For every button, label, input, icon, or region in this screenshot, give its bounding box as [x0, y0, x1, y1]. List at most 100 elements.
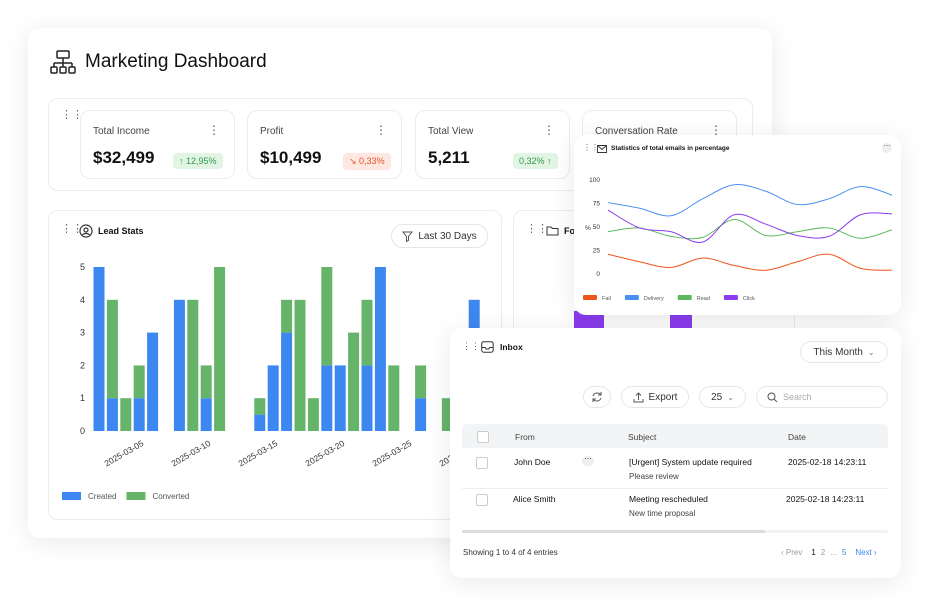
drag-handle[interactable]: ⋮⋮ — [583, 143, 599, 152]
change-text: 0,33% — [359, 156, 385, 166]
bar — [133, 365, 145, 399]
drag-handle[interactable]: ⋮⋮ — [61, 109, 83, 121]
legend-swatch — [126, 492, 146, 500]
next-text: Next — [855, 548, 872, 557]
bar — [388, 365, 400, 431]
stat-value: 5,211 — [428, 148, 470, 167]
legend-label: Converted — [152, 492, 189, 501]
stat-label: Total Income — [93, 126, 150, 137]
change-text: 0,32% — [519, 156, 545, 166]
bar — [361, 299, 373, 366]
page-link[interactable]: 2 — [820, 548, 826, 557]
bar — [281, 332, 293, 431]
bar — [173, 299, 185, 431]
export-button[interactable]: Export — [621, 386, 689, 408]
drag-handle[interactable]: ⋮⋮ — [61, 223, 83, 235]
y-axis-label: % — [585, 225, 591, 232]
stat-label: Profit — [260, 126, 284, 137]
y-tick-label: 5 — [80, 262, 85, 272]
x-tick-label: 2025-03-10 — [170, 438, 213, 469]
search-input[interactable]: Search — [756, 386, 888, 408]
bar — [415, 398, 427, 431]
period-select[interactable]: This Month ⌄ — [800, 341, 888, 363]
bar — [200, 365, 212, 399]
stat-value: $10,499 — [260, 148, 322, 167]
page-size-select[interactable]: 25 ⌄ — [699, 386, 746, 408]
bar — [334, 365, 346, 431]
y-tick-label: 75 — [593, 201, 601, 208]
y-tick-label: 3 — [80, 328, 85, 338]
email-chart: % 0 25 50 75 100 Fail Delivery Read Click — [583, 177, 893, 302]
legend-label: Read — [697, 296, 710, 302]
drag-handle[interactable]: ⋮⋮ — [462, 341, 480, 351]
line — [607, 218, 893, 240]
row-checkbox[interactable] — [476, 494, 488, 506]
line — [607, 209, 893, 243]
row-checkbox[interactable] — [476, 457, 488, 469]
menu-button[interactable]: ⋮ — [543, 123, 555, 137]
stat-label: Total View — [428, 126, 474, 137]
legend-swatch — [583, 295, 597, 300]
page-size-text: 25 — [711, 391, 723, 403]
legend-swatch — [723, 295, 738, 300]
drag-handle[interactable]: ⋮⋮ — [526, 223, 548, 235]
refresh-button[interactable] — [583, 386, 611, 408]
table-header — [462, 424, 888, 448]
y-tick-label: 2 — [80, 360, 85, 370]
dashboard-title: Marketing Dashboard — [85, 51, 267, 72]
stat-card: Total Income ⋮ $32,499 ↑ 12,95% — [80, 110, 235, 179]
y-tick-label: 4 — [80, 295, 85, 305]
lead-chart: 0 1 2 3 4 5 2025-03-05 2025-03-10 2025-03-15 2025… — [62, 262, 480, 501]
row-menu[interactable]: ⋯ — [582, 456, 594, 466]
email-subject: Meeting rescheduled — [629, 494, 708, 504]
x-tick-label: 2025-03-15 — [237, 438, 280, 469]
table-summary: Showing 1 to 4 of 4 entries — [463, 548, 558, 557]
stat-card: Profit ⋮ $10,499 ↘ 0,33% — [247, 110, 402, 179]
column-header: From — [515, 432, 535, 442]
legend-label: Created — [88, 492, 116, 501]
y-tick-label: 25 — [593, 248, 601, 255]
legend-swatch — [62, 492, 81, 500]
stat-change: ↑ 12,95% — [173, 153, 223, 169]
column-header: Date — [788, 432, 806, 442]
stat-change: 0,32% ↑ — [513, 153, 558, 169]
email-from: Alice Smith — [513, 494, 556, 504]
legend-label: Fail — [602, 296, 611, 302]
filter-icon — [402, 231, 414, 242]
y-tick-label: 0 — [596, 271, 600, 278]
bar — [214, 267, 226, 431]
page-link[interactable]: 5 — [841, 548, 847, 557]
y-tick-label: 50 — [593, 224, 601, 231]
stat-change: ↘ 0,33% — [343, 153, 391, 170]
bar — [415, 365, 427, 399]
menu-button[interactable]: ⋮ — [375, 123, 387, 137]
bar — [281, 299, 293, 333]
menu-button[interactable]: ⋮ — [208, 123, 220, 137]
export-icon — [633, 391, 644, 402]
next-button[interactable]: Next › — [855, 548, 877, 557]
partial-title: Fo — [564, 226, 575, 236]
line — [607, 253, 893, 271]
prev-button[interactable]: ‹ Prev — [781, 548, 803, 557]
bar — [321, 267, 333, 366]
bar — [374, 267, 386, 431]
filter-button[interactable]: Last 30 Days — [391, 224, 488, 248]
menu-button[interactable]: ⋯ — [882, 143, 892, 153]
bar — [348, 332, 360, 431]
email-preview: Please review — [629, 472, 679, 481]
pagination: ‹ Prev 1 2 ... 5 Next › — [781, 548, 877, 557]
page-ellipsis: ... — [830, 548, 837, 557]
bar — [120, 398, 132, 431]
inbox-card: ⋮⋮ Inbox This Month ⌄ Export 25 ⌄ Search F… — [450, 328, 901, 578]
inbox-icon — [481, 341, 494, 353]
menu-button[interactable]: ⋮ — [710, 123, 722, 137]
period-text: This Month — [813, 346, 863, 358]
lead-icon — [79, 224, 93, 238]
scrollbar[interactable] — [462, 530, 765, 533]
bar — [254, 414, 266, 431]
select-all-checkbox[interactable] — [477, 431, 489, 443]
dashboard-icon — [50, 50, 76, 74]
legend-label: Delivery — [644, 296, 664, 302]
bar — [361, 365, 373, 431]
page-link[interactable]: 1 — [811, 548, 816, 557]
